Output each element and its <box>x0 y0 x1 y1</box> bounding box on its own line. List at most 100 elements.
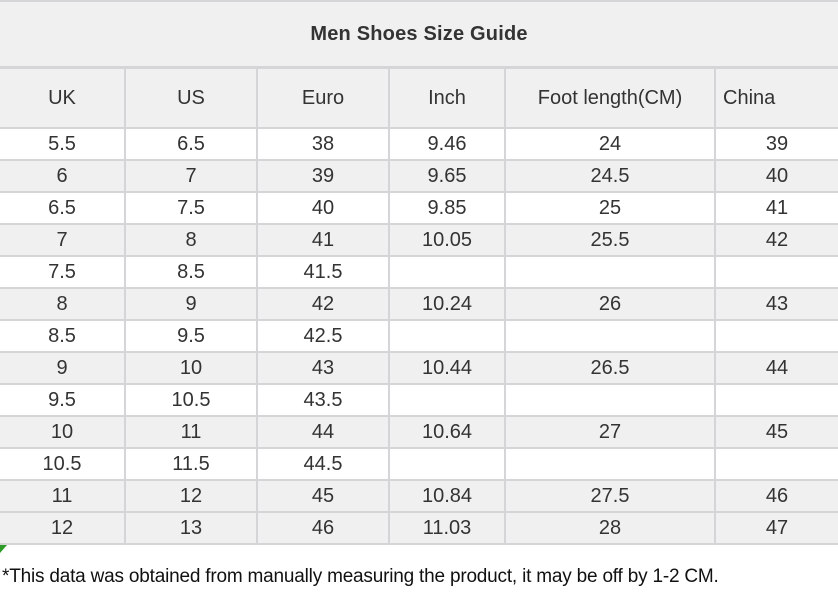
cell-inch <box>388 448 505 480</box>
table-row: 8.5 9.5 42.5 <box>0 320 838 352</box>
cell-euro: 41.5 <box>256 256 389 288</box>
table-row: 10 11 44 10.64 27 45 <box>0 416 838 448</box>
cell-inch: 9.85 <box>388 192 505 224</box>
cell-foot_length_cm: 27 <box>504 416 715 448</box>
table-row: 6 7 39 9.65 24.5 40 <box>0 160 838 192</box>
cell-china: 40 <box>713 160 838 192</box>
cell-euro: 41 <box>256 224 389 256</box>
cell-us: 7.5 <box>124 192 257 224</box>
cell-euro: 42.5 <box>256 320 389 352</box>
table-row: 6.5 7.5 40 9.85 25 41 <box>0 192 838 224</box>
cell-china: 43 <box>713 288 838 320</box>
cell-uk: 7 <box>0 224 125 256</box>
table-row: 12 13 46 11.03 28 47 <box>0 512 838 544</box>
table-row: 9.5 10.5 43.5 <box>0 384 838 416</box>
cell-foot_length_cm: 28 <box>504 512 715 544</box>
cell-euro: 38 <box>256 128 389 160</box>
cell-euro: 44.5 <box>256 448 389 480</box>
cell-euro: 45 <box>256 480 389 512</box>
cell-us: 12 <box>124 480 257 512</box>
cell-inch: 9.65 <box>388 160 505 192</box>
cell-inch <box>388 384 505 416</box>
cell-inch: 10.05 <box>388 224 505 256</box>
cell-uk: 8 <box>0 288 125 320</box>
cell-inch: 11.03 <box>388 512 505 544</box>
cell-china: 46 <box>713 480 838 512</box>
cell-us: 9.5 <box>124 320 257 352</box>
column-header-uk: UK <box>0 67 125 128</box>
cell-us: 11.5 <box>124 448 257 480</box>
cell-foot_length_cm: 27.5 <box>504 480 715 512</box>
cell-uk: 9 <box>0 352 125 384</box>
cell-euro: 39 <box>256 160 389 192</box>
cell-foot_length_cm <box>504 256 715 288</box>
table-row: 7 8 41 10.05 25.5 42 <box>0 224 838 256</box>
cell-us: 8 <box>124 224 257 256</box>
cell-euro: 44 <box>256 416 389 448</box>
table-row: 9 10 43 10.44 26.5 44 <box>0 352 838 384</box>
cell-foot_length_cm: 24.5 <box>504 160 715 192</box>
cell-inch: 10.64 <box>388 416 505 448</box>
cell-uk: 7.5 <box>0 256 125 288</box>
cell-foot_length_cm <box>504 320 715 352</box>
cell-us: 9 <box>124 288 257 320</box>
cell-inch: 10.44 <box>388 352 505 384</box>
table-row: 7.5 8.5 41.5 <box>0 256 838 288</box>
cell-foot_length_cm <box>504 448 715 480</box>
cell-uk: 6.5 <box>0 192 125 224</box>
cell-foot_length_cm: 24 <box>504 128 715 160</box>
cell-uk: 12 <box>0 512 125 544</box>
cell-euro: 40 <box>256 192 389 224</box>
cell-uk: 9.5 <box>0 384 125 416</box>
column-header-inch: Inch <box>388 67 505 128</box>
cell-foot_length_cm <box>504 384 715 416</box>
size-table-body: 5.5 6.5 38 9.46 24 39 6 7 39 9.65 24.5 40 6.5 7.5 40 9.… <box>0 128 838 544</box>
cell-us: 7 <box>124 160 257 192</box>
cell-uk: 11 <box>0 480 125 512</box>
cell-china <box>713 384 838 416</box>
column-header-euro: Euro <box>256 67 389 128</box>
table-row: 8 9 42 10.24 26 43 <box>0 288 838 320</box>
cell-inch <box>388 320 505 352</box>
cell-china: 45 <box>713 416 838 448</box>
table-row: 11 12 45 10.84 27.5 46 <box>0 480 838 512</box>
cell-uk: 10.5 <box>0 448 125 480</box>
cell-us: 13 <box>124 512 257 544</box>
cell-euro: 43.5 <box>256 384 389 416</box>
cell-china: 47 <box>713 512 838 544</box>
cell-euro: 46 <box>256 512 389 544</box>
table-row: 10.5 11.5 44.5 <box>0 448 838 480</box>
cell-us: 10 <box>124 352 257 384</box>
cell-uk: 8.5 <box>0 320 125 352</box>
column-header-foot_length_cm: Foot length(CM) <box>504 67 715 128</box>
column-header-china: China <box>713 67 838 128</box>
cell-uk: 5.5 <box>0 128 125 160</box>
cell-china <box>713 256 838 288</box>
cell-euro: 42 <box>256 288 389 320</box>
cell-china <box>713 320 838 352</box>
cell-china: 44 <box>713 352 838 384</box>
column-header-us: US <box>124 67 257 128</box>
cell-china: 42 <box>713 224 838 256</box>
cell-uk: 6 <box>0 160 125 192</box>
title-row: Men Shoes Size Guide <box>0 1 838 68</box>
cell-us: 6.5 <box>124 128 257 160</box>
header-row: UK US Euro Inch Foot length(CM) China <box>0 67 838 128</box>
cell-foot_length_cm: 25 <box>504 192 715 224</box>
cell-inch: 10.24 <box>388 288 505 320</box>
cell-euro: 43 <box>256 352 389 384</box>
cell-inch: 10.84 <box>388 480 505 512</box>
cell-china: 41 <box>713 192 838 224</box>
cell-inch <box>388 256 505 288</box>
cell-us: 8.5 <box>124 256 257 288</box>
cell-inch: 9.46 <box>388 128 505 160</box>
cell-china <box>713 448 838 480</box>
table-row: 5.5 6.5 38 9.46 24 39 <box>0 128 838 160</box>
cell-us: 11 <box>124 416 257 448</box>
cell-us: 10.5 <box>124 384 257 416</box>
table-title: Men Shoes Size Guide <box>0 1 838 68</box>
green-corner-mark <box>0 545 7 553</box>
cell-foot_length_cm: 26.5 <box>504 352 715 384</box>
cell-uk: 10 <box>0 416 125 448</box>
cell-foot_length_cm: 25.5 <box>504 224 715 256</box>
